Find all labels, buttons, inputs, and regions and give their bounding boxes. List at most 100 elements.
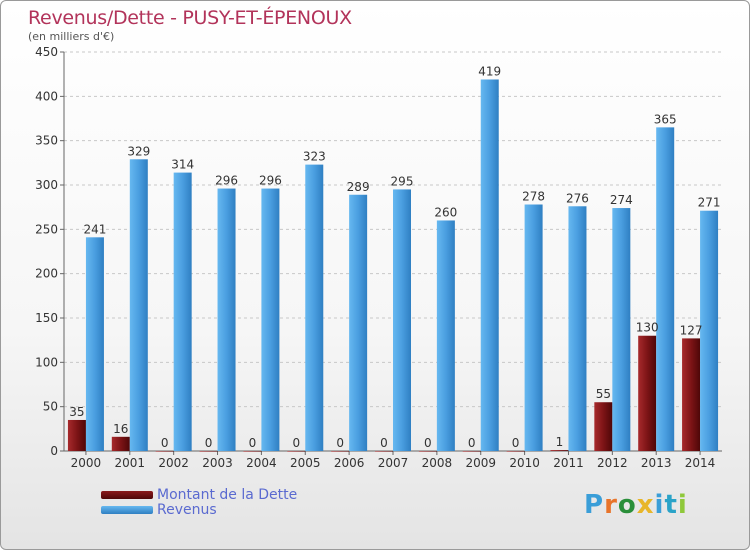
logo-letter: P [584, 490, 605, 520]
revenue-bar [129, 159, 148, 451]
debt-value-label: 55 [596, 387, 611, 401]
legend-swatch-revenue [101, 506, 153, 514]
legend-label-debt: Montant de la Dette [157, 487, 298, 503]
y-tick-label: 400 [35, 89, 58, 103]
revenue-value-label: 365 [654, 112, 677, 126]
logo-letter: x [636, 490, 655, 520]
revenue-value-label: 296 [215, 174, 238, 188]
chart-subtitle: (en milliers d'€) [28, 30, 115, 43]
debt-value-label: 127 [680, 323, 703, 337]
revenue-bar [656, 127, 675, 451]
x-tick-label: 2004 [246, 456, 277, 470]
y-tick-label: 250 [35, 222, 58, 236]
x-tick-label: 2008 [422, 456, 453, 470]
revenue-value-label: 276 [566, 191, 589, 205]
debt-bar [418, 451, 437, 452]
revenue-value-label: 323 [303, 150, 326, 164]
debt-bar [331, 451, 350, 452]
revenue-value-label: 289 [347, 180, 370, 194]
revenue-bar [700, 210, 719, 451]
revenue-bar [393, 189, 411, 451]
debt-bar [506, 451, 525, 452]
legend-label-revenue: Revenus [157, 502, 217, 518]
revenue-bar [305, 164, 324, 451]
debt-bar [638, 335, 657, 451]
revenue-value-label: 260 [434, 205, 457, 219]
revenue-bar [349, 194, 368, 451]
logo-letter: i [654, 490, 665, 520]
x-tick-label: 2002 [158, 456, 189, 470]
x-tick-label: 2005 [290, 456, 321, 470]
x-tick-label: 2012 [597, 456, 628, 470]
y-tick-label: 450 [35, 45, 58, 59]
debt-bar [594, 402, 613, 451]
revenue-bar [612, 208, 631, 451]
debt-bar [287, 451, 306, 452]
debt-bar [67, 419, 86, 451]
revenue-bar [173, 172, 192, 451]
revenue-bar [524, 204, 543, 451]
x-tick-label: 2001 [115, 456, 146, 470]
legend-swatch-debt [101, 491, 153, 499]
debt-value-label: 1 [556, 435, 564, 449]
legend-item-revenue: Revenus [101, 502, 217, 518]
revenue-bar [568, 206, 587, 451]
x-tick-label: 2006 [334, 456, 365, 470]
debt-value-label: 16 [113, 422, 128, 436]
debt-bar [462, 451, 481, 452]
logo-letter: r [604, 490, 618, 520]
proxiti-logo: Proxiti [584, 490, 688, 520]
y-tick-label: 150 [35, 311, 58, 325]
debt-bar [550, 450, 569, 451]
x-tick-label: 2011 [553, 456, 584, 470]
y-tick-label: 100 [35, 355, 58, 369]
debt-value-label: 0 [249, 436, 257, 450]
debt-value-label: 130 [636, 321, 659, 335]
revenue-bar [436, 220, 455, 451]
x-tick-label: 2009 [465, 456, 496, 470]
chart-title: Revenus/Dette - PUSY-ET-ÉPENOUX [28, 7, 352, 29]
revenue-value-label: 314 [171, 158, 194, 172]
revenue-bar [261, 188, 280, 451]
debt-value-label: 0 [205, 436, 213, 450]
debt-bar [682, 338, 701, 451]
revenue-value-label: 329 [127, 144, 150, 158]
debt-value-label: 0 [468, 436, 476, 450]
debt-bar [243, 451, 262, 452]
y-tick-label: 350 [35, 134, 58, 148]
logo-letter: o [617, 490, 637, 520]
x-tick-label: 2014 [685, 456, 716, 470]
x-tick-label: 2013 [641, 456, 672, 470]
debt-value-label: 0 [424, 436, 432, 450]
revenue-value-label: 271 [698, 196, 721, 210]
x-tick-label: 2003 [202, 456, 233, 470]
legend-item-debt: Montant de la Dette [101, 487, 297, 503]
debt-value-label: 0 [292, 436, 300, 450]
debt-value-label: 0 [512, 436, 520, 450]
revenue-value-label: 241 [83, 222, 106, 236]
revenue-bar [480, 79, 499, 451]
logo-letter: i [677, 490, 688, 520]
debt-value-label: 0 [161, 436, 169, 450]
debt-bar [111, 436, 130, 451]
x-tick-label: 2000 [71, 456, 102, 470]
revenue-value-label: 296 [259, 174, 282, 188]
debt-value-label: 0 [336, 436, 344, 450]
revenue-value-label: 295 [391, 174, 414, 188]
debt-bar [155, 451, 174, 452]
debt-bar [375, 451, 393, 452]
y-tick-label: 200 [35, 267, 58, 281]
x-tick-label: 2007 [378, 456, 409, 470]
revenue-value-label: 278 [522, 190, 545, 204]
revenue-bar [85, 237, 104, 451]
debt-bar [199, 451, 218, 452]
revenue-value-label: 419 [478, 64, 501, 78]
y-tick-label: 0 [50, 444, 58, 458]
debt-value-label: 0 [380, 436, 388, 450]
revenue-value-label: 274 [610, 193, 633, 207]
y-tick-label: 50 [43, 400, 58, 414]
logo-letter: t [664, 490, 678, 520]
debt-value-label: 35 [69, 405, 84, 419]
